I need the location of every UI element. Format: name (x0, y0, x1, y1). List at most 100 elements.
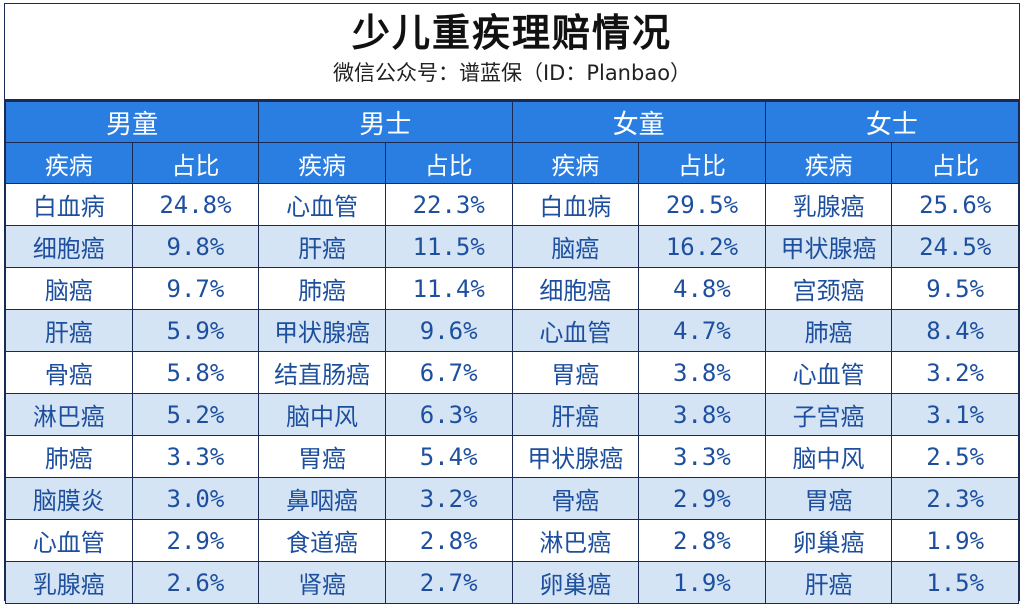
ratio-cell: 3.8% (638, 351, 766, 394)
table-row: 肺癌 3.3% 胃癌 5.4% 甲状腺癌 3.3% 脑中风 2.5% (5, 435, 1019, 478)
ratio-cell: 3.3% (638, 435, 766, 478)
disease-cell: 肺癌 (5, 435, 133, 478)
disease-cell: 骨癌 (5, 351, 133, 394)
disease-cell: 脑癌 (511, 225, 640, 268)
disease-cell: 胃癌 (764, 477, 893, 520)
ratio-cell: 3.2% (384, 477, 513, 520)
group-header-boys: 男童 (4, 101, 260, 143)
disease-cell: 心血管 (764, 351, 893, 394)
ratio-cell: 5.8% (131, 351, 260, 394)
disease-cell: 肝癌 (764, 561, 893, 604)
ratio-cell: 3.1% (891, 393, 1019, 436)
ratio-cell: 9.7% (131, 267, 260, 310)
disease-cell: 胃癌 (258, 435, 386, 478)
column-header-disease: 疾病 (764, 142, 893, 184)
ratio-cell: 2.3% (891, 477, 1019, 520)
table-row: 脑癌 9.7% 肺癌 11.4% 细胞癌 4.8% 宫颈癌 9.5% (5, 267, 1019, 310)
ratio-cell: 1.9% (891, 519, 1019, 562)
ratio-cell: 2.7% (384, 561, 513, 604)
disease-cell: 肝癌 (258, 225, 386, 268)
ratio-cell: 5.2% (131, 393, 260, 436)
group-header-women: 女士 (764, 101, 1020, 143)
ratio-cell: 4.7% (638, 309, 766, 352)
group-header-men: 男士 (258, 101, 513, 143)
ratio-cell: 11.5% (384, 225, 513, 268)
ratio-cell: 3.8% (638, 393, 766, 436)
disease-cell: 子宫癌 (764, 393, 893, 436)
ratio-cell: 6.3% (384, 393, 513, 436)
disease-cell: 细胞癌 (5, 225, 133, 268)
disease-cell: 胃癌 (511, 351, 640, 394)
ratio-cell: 6.7% (384, 351, 513, 394)
column-header-ratio: 占比 (891, 142, 1019, 184)
group-header-girls: 女童 (511, 101, 766, 143)
claims-table: 男童 男士 女童 女士 疾病 占比 疾病 占比 疾病 占比 疾病 占比 白血病 2… (4, 101, 1020, 604)
page-subtitle: 微信公众号：谱蓝保（ID：Planbao） (332, 61, 692, 85)
disease-cell: 乳腺癌 (764, 183, 893, 226)
table-body: 白血病 24.8% 心血管 22.3% 白血病 29.5% 乳腺癌 25.6% 细胞癌 9.8% 肝… (5, 183, 1019, 604)
title-area: 少儿重疾理赔情况 微信公众号：谱蓝保（ID：Planbao） (5, 4, 1019, 101)
table-row: 肝癌 5.9% 甲状腺癌 9.6% 心血管 4.7% 肺癌 8.4% (5, 309, 1019, 352)
disease-cell: 卵巢癌 (764, 519, 893, 562)
ratio-cell: 11.4% (384, 267, 513, 310)
table-row: 心血管 2.9% 食道癌 2.8% 淋巴癌 2.8% 卵巢癌 1.9% (5, 519, 1019, 562)
ratio-cell: 3.0% (131, 477, 260, 520)
column-header-ratio: 占比 (384, 142, 513, 184)
ratio-cell: 2.8% (638, 519, 766, 562)
column-header-disease: 疾病 (5, 142, 133, 184)
ratio-cell: 8.4% (891, 309, 1019, 352)
ratio-cell: 2.5% (891, 435, 1019, 478)
table-row: 淋巴癌 5.2% 脑中风 6.3% 肝癌 3.8% 子宫癌 3.1% (5, 393, 1019, 436)
disease-cell: 脑癌 (5, 267, 133, 310)
ratio-cell: 2.9% (638, 477, 766, 520)
disease-cell: 卵巢癌 (511, 561, 640, 604)
ratio-cell: 9.5% (891, 267, 1019, 310)
disease-cell: 鼻咽癌 (258, 477, 386, 520)
ratio-cell: 1.9% (638, 561, 766, 604)
column-header-ratio: 占比 (131, 142, 260, 184)
column-header-disease: 疾病 (258, 142, 386, 184)
disease-cell: 白血病 (5, 183, 133, 226)
table-row: 乳腺癌 2.6% 肾癌 2.7% 卵巢癌 1.9% 肝癌 1.5% (5, 561, 1019, 604)
column-header-ratio: 占比 (638, 142, 766, 184)
disease-cell: 肝癌 (5, 309, 133, 352)
ratio-cell: 29.5% (638, 183, 766, 226)
disease-cell: 淋巴癌 (5, 393, 133, 436)
disease-cell: 甲状腺癌 (764, 225, 893, 268)
table-row: 骨癌 5.8% 结直肠癌 6.7% 胃癌 3.8% 心血管 3.2% (5, 351, 1019, 394)
ratio-cell: 4.8% (638, 267, 766, 310)
disease-cell: 肺癌 (764, 309, 893, 352)
disease-cell: 肾癌 (258, 561, 386, 604)
disease-cell: 白血病 (511, 183, 640, 226)
ratio-cell: 9.8% (131, 225, 260, 268)
ratio-cell: 2.9% (131, 519, 260, 562)
column-header-row: 疾病 占比 疾病 占比 疾病 占比 疾病 占比 (5, 142, 1019, 184)
ratio-cell: 24.8% (131, 183, 260, 226)
disease-cell: 脑膜炎 (5, 477, 133, 520)
ratio-cell: 16.2% (638, 225, 766, 268)
disease-cell: 心血管 (258, 183, 386, 226)
ratio-cell: 5.4% (384, 435, 513, 478)
disease-cell: 脑中风 (258, 393, 386, 436)
ratio-cell: 2.6% (131, 561, 260, 604)
table-row: 白血病 24.8% 心血管 22.3% 白血病 29.5% 乳腺癌 25.6% (5, 183, 1019, 226)
table-row: 细胞癌 9.8% 肝癌 11.5% 脑癌 16.2% 甲状腺癌 24.5% (5, 225, 1019, 268)
table-row: 脑膜炎 3.0% 鼻咽癌 3.2% 骨癌 2.9% 胃癌 2.3% (5, 477, 1019, 520)
ratio-cell: 9.6% (384, 309, 513, 352)
disease-cell: 脑中风 (764, 435, 893, 478)
ratio-cell: 1.5% (891, 561, 1019, 604)
disease-cell: 结直肠癌 (258, 351, 386, 394)
ratio-cell: 24.5% (891, 225, 1019, 268)
ratio-cell: 3.2% (891, 351, 1019, 394)
disease-cell: 骨癌 (511, 477, 640, 520)
claims-table-card: 少儿重疾理赔情况 微信公众号：谱蓝保（ID：Planbao） 男童 男士 女童 … (4, 3, 1020, 604)
disease-cell: 肺癌 (258, 267, 386, 310)
group-header-row: 男童 男士 女童 女士 (4, 101, 1020, 143)
disease-cell: 食道癌 (258, 519, 386, 562)
page-title: 少儿重疾理赔情况 (351, 11, 672, 55)
disease-cell: 心血管 (511, 309, 640, 352)
disease-cell: 淋巴癌 (511, 519, 640, 562)
disease-cell: 宫颈癌 (764, 267, 893, 310)
column-header-disease: 疾病 (511, 142, 640, 184)
ratio-cell: 2.8% (384, 519, 513, 562)
